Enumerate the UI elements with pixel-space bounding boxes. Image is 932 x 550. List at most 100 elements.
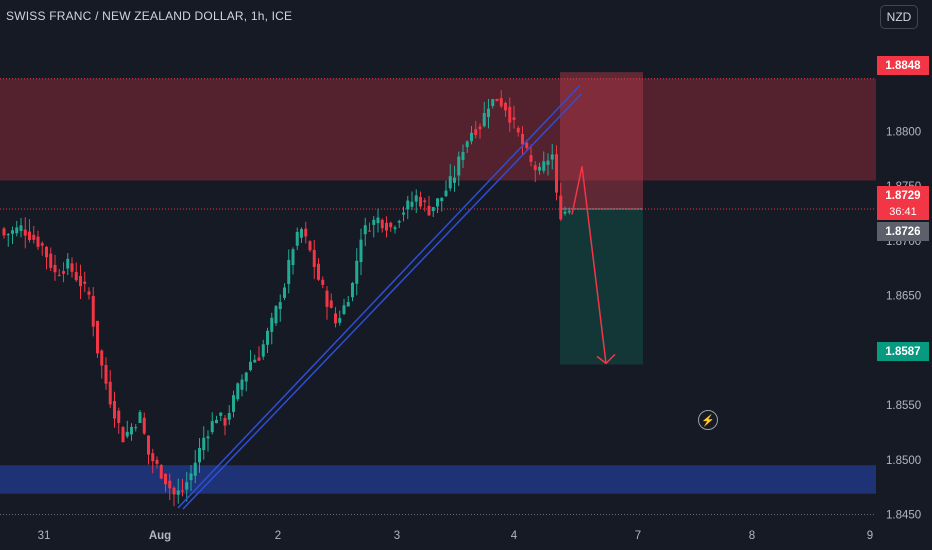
candle-body	[2, 228, 6, 236]
candle-body	[533, 165, 537, 170]
x-tick-label: 7	[635, 530, 641, 542]
candle	[389, 221, 393, 232]
candle	[516, 126, 520, 137]
candle-body	[223, 417, 227, 426]
candle-body	[176, 490, 180, 495]
candle-body	[550, 154, 554, 160]
candle-body	[516, 127, 520, 133]
candle-body	[567, 210, 571, 213]
candle	[32, 226, 36, 244]
candle-body	[79, 275, 82, 287]
trendline-upper	[177, 84, 581, 509]
candle-body	[138, 412, 142, 424]
candle	[559, 182, 563, 221]
candle	[563, 206, 567, 216]
candle	[83, 271, 87, 293]
candle	[372, 215, 376, 238]
candle	[100, 349, 104, 379]
candle	[40, 241, 44, 256]
candle	[363, 217, 367, 247]
candle-body	[57, 274, 61, 276]
candle-body	[66, 258, 70, 269]
x-tick-label: 4	[511, 530, 518, 542]
candle	[151, 448, 155, 474]
currency-button[interactable]: NZD	[880, 5, 918, 29]
candle-body	[410, 201, 414, 207]
candle-body	[376, 217, 380, 224]
candle-body	[130, 426, 133, 435]
candle-body	[474, 129, 478, 136]
countdown-tag: 36:41	[877, 203, 929, 220]
candle-body	[470, 132, 473, 142]
candle-body	[508, 106, 512, 123]
candle-body	[172, 487, 176, 495]
lightning-icon[interactable]: ⚡	[698, 410, 718, 430]
candle-body	[389, 222, 393, 228]
y-tick-label: 1.8800	[886, 126, 921, 138]
candle-body	[342, 305, 346, 314]
candle	[215, 415, 218, 424]
candle	[253, 354, 257, 363]
candle-body	[181, 490, 184, 492]
candle	[270, 312, 274, 345]
candle	[189, 465, 193, 491]
candle-body	[257, 357, 261, 361]
candle	[36, 230, 40, 250]
candle-body	[117, 410, 121, 423]
candle	[125, 420, 129, 439]
candle	[355, 248, 359, 296]
candle	[108, 370, 112, 408]
candle-body	[91, 295, 95, 327]
candle-body	[219, 412, 223, 416]
candle-body	[448, 176, 452, 189]
chart-title: SWISS FRANC / NEW ZEALAND DOLLAR, 1h, IC…	[6, 9, 293, 23]
candle-body	[427, 205, 431, 216]
candle-body	[236, 383, 240, 400]
candle-body	[419, 196, 422, 207]
candle-body	[210, 421, 214, 433]
candle-body	[125, 431, 129, 437]
candle	[546, 153, 550, 176]
candle	[346, 296, 350, 307]
candle	[181, 478, 184, 497]
x-tick-label: 8	[749, 530, 755, 542]
candle	[15, 220, 19, 237]
candle	[168, 473, 172, 501]
candle-body	[393, 227, 397, 230]
candle	[70, 257, 74, 278]
candle	[393, 225, 397, 234]
candle	[359, 228, 363, 276]
candle	[159, 463, 163, 480]
candle-body	[291, 249, 295, 266]
candle-body	[555, 154, 558, 193]
candle-body	[546, 160, 550, 165]
candle-body	[274, 306, 278, 324]
candle-body	[62, 271, 65, 274]
candle	[172, 486, 176, 507]
candle	[538, 162, 541, 175]
candle-body	[11, 230, 14, 234]
candle-body	[6, 234, 10, 236]
candle	[57, 268, 61, 277]
candle-body	[423, 200, 427, 203]
candle-body	[542, 161, 546, 171]
candle-body	[253, 359, 257, 363]
candle	[6, 233, 10, 247]
candle	[482, 102, 486, 128]
candle-body	[334, 313, 337, 324]
candle-body	[329, 300, 333, 308]
candle-body	[70, 263, 74, 272]
candle-body	[227, 413, 231, 420]
candle	[368, 222, 371, 232]
candle	[321, 276, 325, 289]
candle	[142, 412, 146, 435]
candle-body	[372, 219, 376, 225]
candle	[457, 151, 461, 186]
candle-body	[538, 166, 541, 171]
candle	[317, 257, 320, 281]
candle-body	[36, 236, 40, 247]
candle-body	[28, 231, 31, 241]
candle	[257, 346, 261, 362]
candle	[130, 423, 133, 441]
